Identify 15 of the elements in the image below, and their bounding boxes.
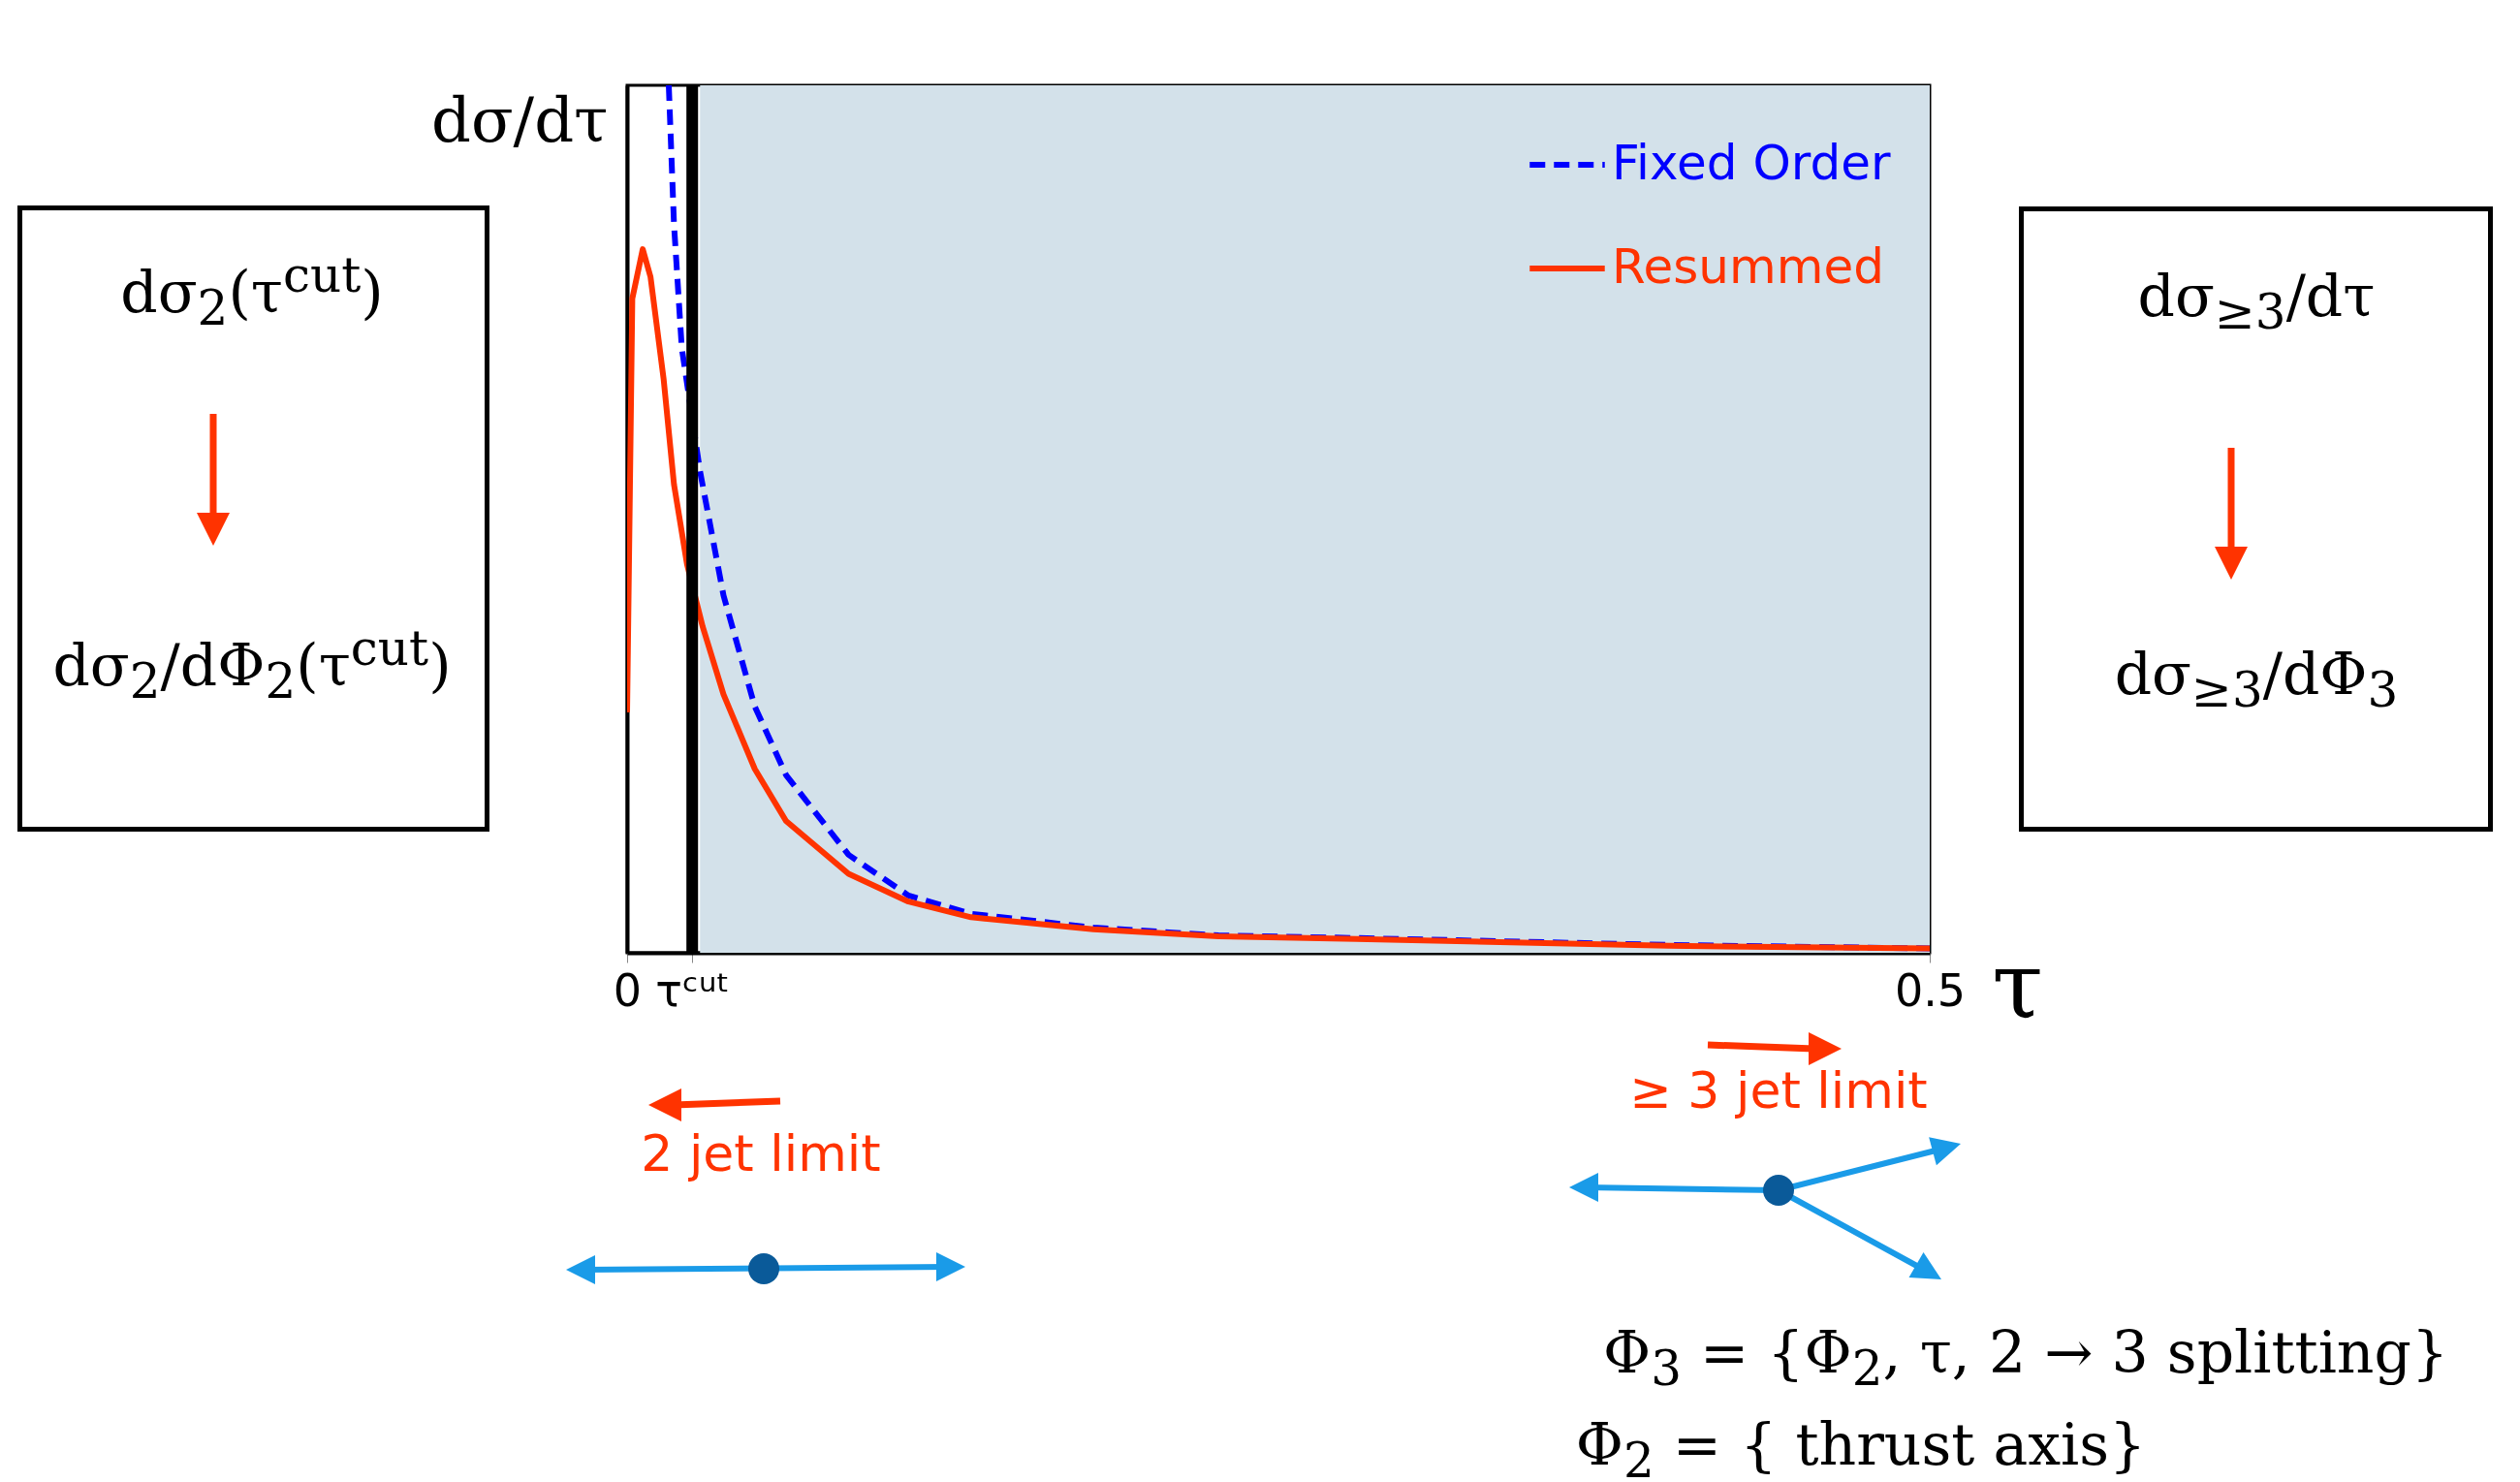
x-axis-title: τ (1991, 930, 2044, 1040)
text: dσ$_{≥3}$/dΦ$_{3}$ (2113, 640, 2400, 718)
text: dσ$_{2}$/dΦ$_{2}$(τ$^{cut}$) (51, 620, 453, 709)
x-tick-label: 0.5 (1894, 963, 1967, 1017)
text: dσ$_{2}$(τ$^{cut}$) (119, 247, 385, 336)
text: Φ$_{2}$ = { thrust axis} (1574, 1410, 2148, 1482)
text: ≥ 3 jet limit (1628, 1061, 1929, 1119)
legend-label: Fixed Order (1612, 135, 1891, 191)
text: dσ$_{≥3}$/dτ (2136, 262, 2377, 340)
legend-label: Resummed (1612, 238, 1884, 295)
y-axis-title: dσ/dτ (430, 83, 609, 156)
x-tick-label: τᶜᵘᵗ (655, 963, 731, 1017)
text: 2 jet limit (640, 1124, 882, 1182)
x-tick-label: 0 (613, 963, 643, 1017)
text: Φ$_{3}$ = {Φ$_{2}$, τ, 2 → 3 splitting} (1601, 1318, 2450, 1397)
